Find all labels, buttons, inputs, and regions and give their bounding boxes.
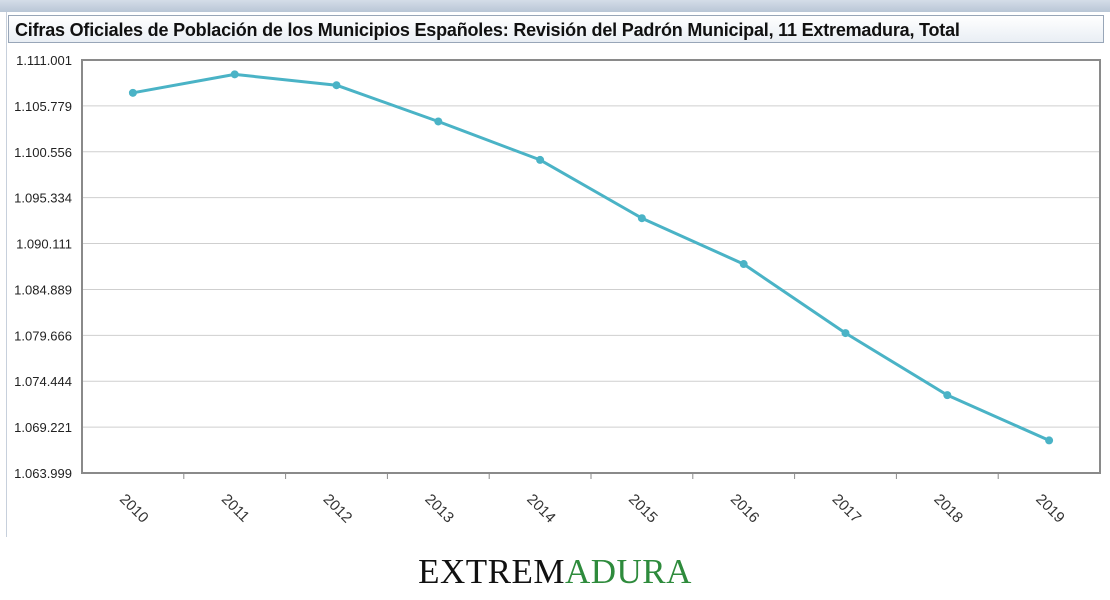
line-chart: 1.111.001 1.105.779 1.100.556 1.095.334 1.09… — [14, 53, 1101, 527]
y-tick-label: 1.095.334 — [14, 191, 72, 206]
x-tick-label: 2012 — [320, 491, 356, 527]
y-tick-label: 1.090.111 — [16, 237, 72, 252]
x-tick-label: 2011 — [218, 491, 253, 526]
data-point — [434, 117, 443, 126]
x-tick-label: 2019 — [1032, 491, 1068, 527]
y-tick-labels: 1.111.001 1.105.779 1.100.556 1.095.334 1.09… — [14, 53, 72, 481]
y-tick-label: 1.084.889 — [14, 282, 72, 297]
chart-title-bar: Cifras Oficiales de Población de los Mun… — [8, 15, 1104, 43]
x-tick-label: 2015 — [625, 491, 661, 527]
chart-title: Cifras Oficiales de Población de los Mun… — [15, 20, 960, 40]
axis-layer — [81, 59, 1101, 479]
brand-logo: EXTREMADURA — [0, 552, 1110, 592]
x-tick-label: 2018 — [930, 491, 966, 527]
data-point — [739, 260, 748, 269]
grid-layer — [82, 105, 1100, 428]
y-tick-label: 1.100.556 — [14, 145, 72, 160]
data-point — [841, 329, 850, 338]
data-point — [536, 155, 545, 164]
data-point — [230, 70, 239, 79]
x-tick-label: 2010 — [116, 491, 152, 527]
x-tick-label: 2014 — [523, 491, 559, 527]
brand-logo-part2: ADURA — [564, 552, 692, 591]
data-point — [943, 391, 952, 400]
data-point — [332, 81, 341, 90]
x-tick-label: 2017 — [829, 491, 865, 527]
data-point — [1045, 436, 1054, 445]
y-tick-label: 1.074.444 — [14, 374, 72, 389]
chart-frame — [6, 12, 1110, 537]
y-tick-label: 1.063.999 — [14, 466, 72, 481]
x-tick-label: 2016 — [727, 491, 763, 527]
y-tick-label: 1.069.221 — [14, 420, 72, 435]
series-layer — [128, 70, 1054, 445]
x-tick-label: 2013 — [421, 491, 457, 527]
window-top-strip — [0, 0, 1110, 12]
y-tick-label: 1.111.001 — [16, 53, 72, 68]
y-tick-label: 1.079.666 — [14, 328, 72, 343]
brand-logo-part1: EXTREM — [418, 552, 565, 591]
plot-border — [81, 59, 1101, 474]
x-tick-labels: 2010 2011 2012 2013 2014 2015 2016 2017 2018 2019 — [116, 491, 1068, 527]
y-tick-label: 1.105.779 — [14, 99, 72, 114]
series-line — [132, 72, 1050, 442]
data-point — [637, 214, 646, 223]
data-point — [128, 88, 137, 97]
